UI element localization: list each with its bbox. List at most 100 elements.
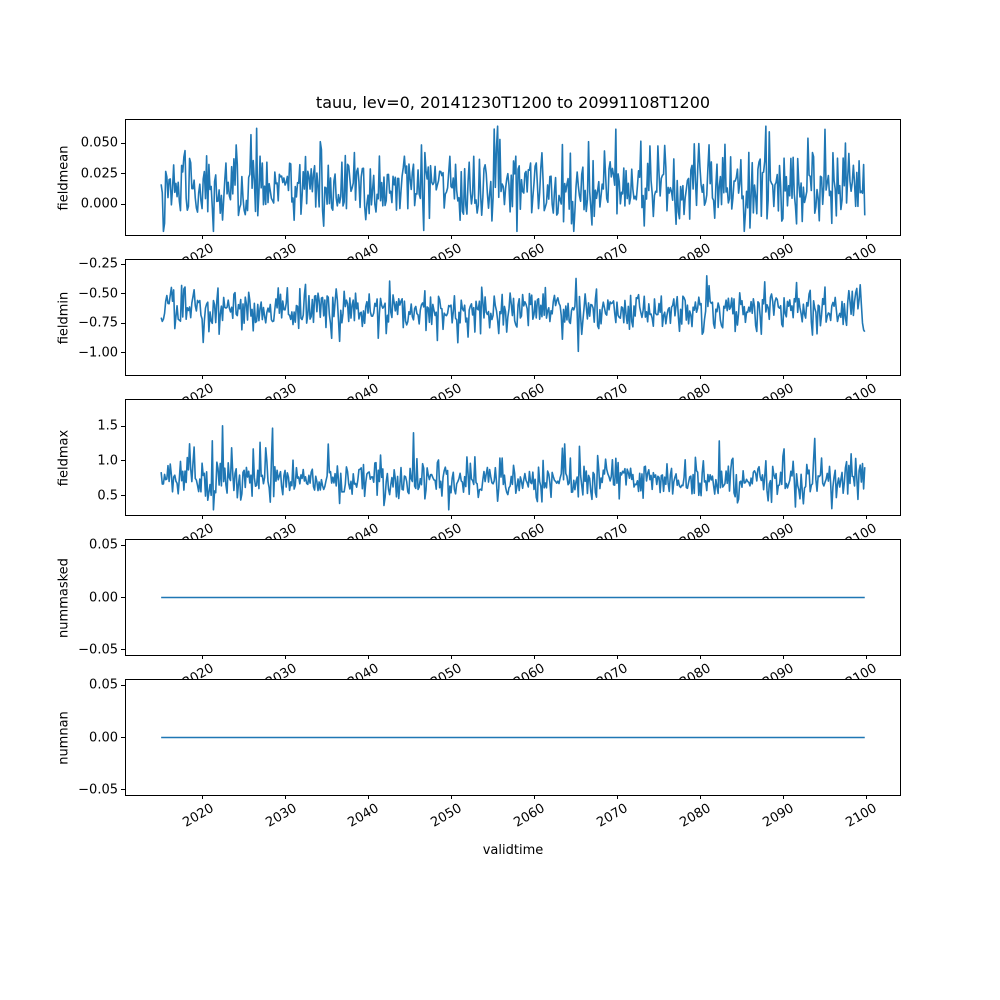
x-tick (368, 795, 370, 799)
subplot-numnan: 0.05 0.00 −0.05 numnan 2020 2030 2040 2050 2060 2… (57, 678, 901, 831)
x-tick-label: 2020 (180, 801, 217, 831)
y-tick-label: 0.5 (97, 488, 118, 504)
y-tick (121, 597, 125, 598)
x-tick (533, 235, 535, 239)
y-tick (121, 460, 125, 462)
x-tick (533, 375, 535, 379)
series-line-fieldmean (160, 125, 866, 233)
x-tick (699, 235, 701, 239)
x-tick (202, 375, 204, 379)
series-line-fieldmin (160, 275, 866, 353)
series-line-numnan (161, 736, 865, 739)
x-tick (450, 235, 452, 239)
y-tick-label: 0.025 (80, 166, 118, 182)
subplot-fieldmax: 1.5 1.0 0.5 fieldmax 2020 2030 2040 2050 2060 207… (57, 399, 901, 551)
x-tick (202, 795, 204, 799)
x-tick (865, 795, 867, 799)
y-tick (121, 173, 125, 175)
x-tick (368, 655, 370, 659)
series-line-nummasked (161, 596, 865, 599)
y-tick (121, 649, 125, 651)
y-tick-label: −0.50 (78, 286, 118, 302)
y-tick (121, 263, 125, 265)
x-tick-label: 2040 (345, 801, 383, 831)
x-tick (368, 375, 370, 379)
y-tick (121, 203, 125, 205)
y-tick (121, 322, 125, 324)
x-tick (782, 375, 784, 379)
x-tick (782, 515, 784, 519)
x-tick (699, 515, 701, 519)
y-tick-label: 0.00 (89, 590, 118, 605)
x-tick-label: 2100 (843, 801, 880, 831)
x-tick (782, 235, 784, 239)
x-tick (865, 655, 867, 659)
y-axis-label-nummasked: nummasked (56, 557, 72, 638)
subplot-nummasked: 0.05 0.00 −0.05 nummasked 2020 2030 2040 2050 20… (57, 538, 901, 691)
y-tick-label: 0.05 (89, 677, 118, 693)
y-tick (121, 544, 125, 546)
x-tick (450, 515, 452, 519)
y-tick (121, 495, 125, 497)
x-tick (616, 655, 618, 659)
x-tick-label: 2060 (511, 801, 548, 831)
y-axis-label-fieldmin: fieldmin (56, 291, 72, 344)
x-tick (450, 795, 452, 799)
subplot-fieldmin: −0.25 −0.50 −0.75 −1.00 fieldmin 2020 2030 2040… (57, 257, 901, 411)
x-tick (865, 235, 867, 239)
x-tick (285, 235, 287, 239)
x-tick-label: 2080 (677, 801, 714, 831)
y-tick (121, 737, 125, 738)
x-tick (699, 795, 701, 799)
x-tick-label: 2070 (594, 801, 631, 831)
y-tick-label: 1.5 (97, 418, 118, 434)
x-tick (699, 375, 701, 379)
x-tick (285, 655, 287, 659)
x-tick (616, 375, 618, 379)
x-tick-label: 2090 (760, 801, 797, 831)
x-tick (865, 515, 867, 519)
x-tick (616, 515, 618, 519)
x-tick (202, 655, 204, 659)
x-tick (533, 795, 535, 799)
x-tick (450, 375, 452, 379)
y-tick-label: −0.05 (78, 642, 118, 658)
x-tick (699, 655, 701, 659)
series-line-fieldmax (160, 424, 866, 511)
x-tick (285, 375, 287, 379)
y-tick (121, 142, 125, 144)
x-axis-title: validtime (482, 843, 544, 858)
subplot-fieldmean: 0.050 0.025 0.000 fieldmean 2020 2030 2040 2050… (57, 119, 901, 271)
y-tick-label: −0.25 (78, 256, 118, 272)
x-tick (202, 515, 204, 519)
y-tick (121, 293, 125, 295)
y-tick-label: −0.75 (78, 315, 118, 331)
x-tick (368, 515, 370, 519)
y-tick-label: 0.05 (89, 537, 118, 553)
y-tick-label: 0.00 (89, 730, 118, 745)
y-tick (121, 684, 125, 686)
figure-title: tauu, lev=0, 20141230T1200 to 20991108T1… (315, 93, 711, 112)
y-axis-label-fieldmax: fieldmax (56, 429, 72, 486)
x-tick (865, 375, 867, 379)
x-tick (285, 795, 287, 799)
x-tick-label: 2030 (262, 801, 300, 831)
x-tick (782, 655, 784, 659)
x-tick-label: 2050 (428, 801, 465, 831)
y-axis-label-numnan: numnan (56, 710, 72, 765)
x-tick (368, 235, 370, 239)
y-tick (121, 352, 125, 354)
x-tick (782, 795, 784, 799)
x-tick (616, 795, 618, 799)
x-tick (285, 515, 287, 519)
x-tick (202, 235, 204, 239)
y-tick-label: −1.00 (78, 345, 118, 361)
x-tick (533, 515, 535, 519)
y-tick-label: −0.05 (78, 782, 118, 798)
y-tick (121, 789, 125, 791)
y-tick-label: 1.0 (97, 453, 118, 469)
x-tick (533, 655, 535, 659)
y-axis-label-fieldmean: fieldmean (56, 145, 72, 210)
x-tick (616, 235, 618, 239)
